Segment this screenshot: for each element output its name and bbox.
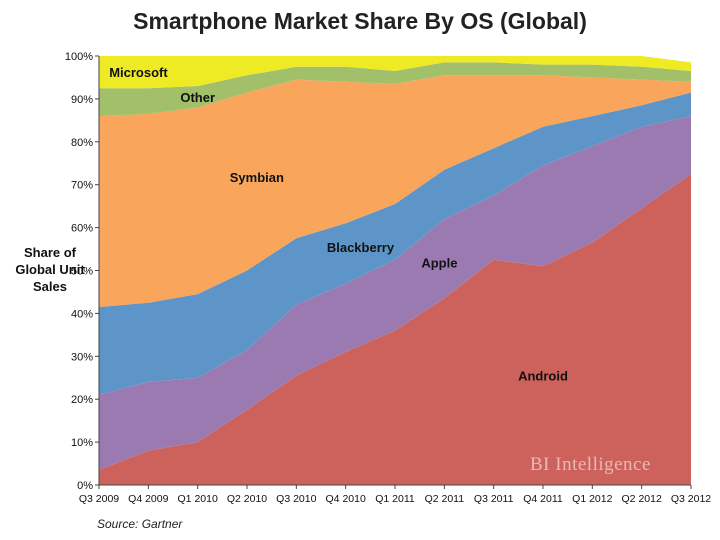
x-tick-label: Q1 2012 (572, 493, 612, 505)
area-android (99, 174, 691, 485)
y-tick-labels: 0% 10% 20% 30% 40% 50% 60% 70% 80% 90% 100% (65, 51, 93, 492)
x-tick-label: Q3 2009 (79, 493, 119, 505)
x-tick-label: Q4 2011 (523, 493, 563, 505)
area-other (99, 62, 691, 117)
y-tick-label: 70% (71, 180, 93, 192)
watermark: BI Intelligence (530, 454, 651, 475)
series-labels: Android Apple Blackberry Symbian Other Micros… (109, 65, 568, 384)
x-tick-label: Q3 2011 (474, 493, 514, 505)
y-tick-label: 10% (71, 437, 93, 449)
series-label-blackberry: Blackberry (327, 240, 395, 255)
axes (95, 55, 692, 489)
y-axis-label: Share of Global Unit Sales (15, 245, 85, 294)
x-tick-label: Q2 2011 (425, 493, 465, 505)
series-label-symbian: Symbian (230, 170, 284, 185)
x-tick-label: Q1 2010 (178, 493, 218, 505)
area-symbian (99, 75, 691, 307)
x-tick-label: Q3 2010 (276, 493, 316, 505)
y-tick-label: 80% (71, 137, 93, 149)
x-tick-label: Q4 2009 (128, 493, 168, 505)
series-label-other: Other (180, 90, 215, 105)
y-tick-label: 0% (77, 480, 93, 492)
source-note: Source: Gartner (97, 517, 183, 531)
area-apple (99, 116, 691, 470)
area-blackberry (99, 92, 691, 395)
y-tick-label: 60% (71, 223, 93, 235)
y-tick-label: 90% (71, 94, 93, 106)
x-tick-label: Q3 2012 (671, 493, 711, 505)
x-tick-label: Q2 2012 (622, 493, 662, 505)
series-label-android: Android (518, 369, 568, 384)
x-tick-label: Q1 2011 (375, 493, 415, 505)
area-microsoft (99, 56, 691, 89)
series-label-apple: Apple (421, 255, 457, 270)
y-tick-label: 30% (71, 351, 93, 363)
series-areas (99, 56, 691, 485)
y-tick-label: 20% (71, 394, 93, 406)
y-tick-label: 50% (71, 266, 93, 278)
x-tick-label: Q2 2010 (227, 493, 267, 505)
series-label-microsoft: Microsoft (109, 65, 168, 80)
y-tick-label: 40% (71, 308, 93, 320)
x-tick-labels: Q3 2009 Q4 2009 Q1 2010 Q2 2010 Q3 2010 Q4 20… (79, 493, 711, 505)
x-tick-label: Q4 2010 (326, 493, 366, 505)
y-tick-label: 100% (65, 51, 93, 63)
chart-title: Smartphone Market Share By OS (Global) (133, 8, 587, 34)
